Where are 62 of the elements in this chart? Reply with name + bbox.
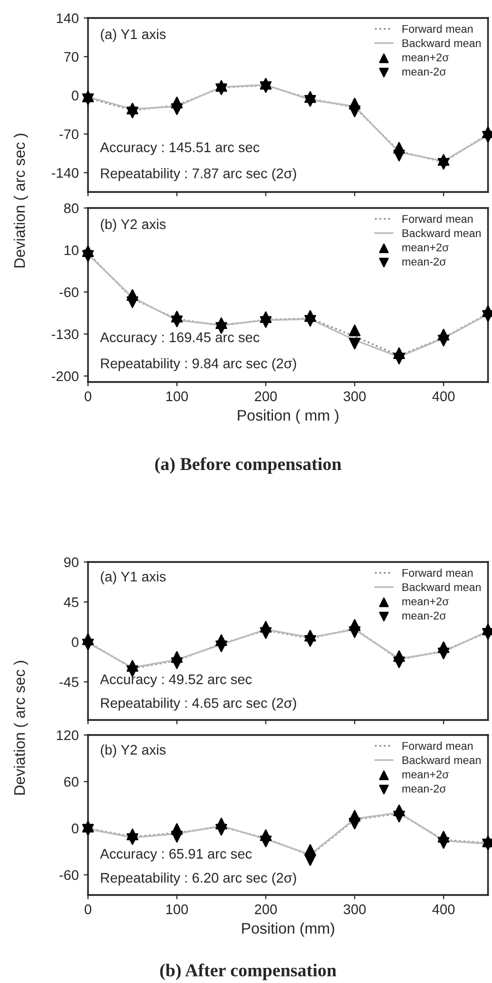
x-tick-label: 0 <box>84 391 92 402</box>
legend-label: mean-2σ <box>402 68 446 76</box>
legend-label: mean+2σ <box>402 597 449 606</box>
x-axis-title: Position ( mm ) <box>238 410 338 424</box>
legend-label: Forward mean <box>402 214 473 223</box>
y-tick-label: -70 <box>60 129 78 140</box>
x-tick-label: 400 <box>432 391 455 402</box>
annotation: Accuracy : 169.45 arc sec <box>100 332 260 345</box>
x-tick-label: 100 <box>166 904 188 914</box>
y-tick-label: 120 <box>56 730 78 740</box>
legend-label: Backward mean <box>402 756 481 764</box>
text: (a) Before compensation <box>155 457 342 474</box>
legend-label: mean-2σ <box>402 612 446 620</box>
text: (b) After compensation <box>160 964 336 980</box>
x-tick-label: 300 <box>344 904 366 914</box>
x-tick-label: 100 <box>166 391 188 402</box>
annotation: Repeatability : 4.65 arc sec (2σ) <box>101 698 296 711</box>
legend-label: Forward mean <box>402 742 473 750</box>
legend-label: Forward mean <box>402 24 473 33</box>
y-tick-label: 0 <box>72 90 78 101</box>
annotation: (a) Y1 axis <box>100 28 166 42</box>
x-tick-label: 200 <box>254 904 277 914</box>
y-tick-label: 80 <box>64 203 78 214</box>
y-tick-label: 140 <box>56 13 78 24</box>
annotation: Accuracy : 65.91 arc sec <box>100 848 252 862</box>
annotation: Accuracy : 145.51 arc sec <box>100 142 260 155</box>
y-tick-label: -60 <box>60 287 78 298</box>
legend-label: Backward mean <box>402 582 481 592</box>
y-tick-label: 60 <box>64 776 78 787</box>
y-axis-title: Deviation ( arc sec ) <box>14 134 28 268</box>
legend-label: mean-2σ <box>402 258 446 266</box>
annotation: (b) Y2 axis <box>100 218 166 232</box>
legend-label: Backward mean <box>402 228 481 238</box>
y-tick-label: -130 <box>52 329 78 340</box>
x-axis-title: Position (mm) <box>242 922 334 937</box>
legend-label: Forward mean <box>402 568 473 577</box>
annotation: Accuracy : 49.52 arc sec <box>100 674 252 687</box>
x-tick-label: 0 <box>84 904 92 914</box>
legend-label: mean+2σ <box>402 243 449 252</box>
y-tick-label: -45 <box>60 677 78 687</box>
annotation: (b) Y2 axis <box>100 744 166 758</box>
x-tick-label: 400 <box>432 904 455 914</box>
y-tick-label: 45 <box>64 597 78 608</box>
y-tick-label: 10 <box>64 245 78 256</box>
y-tick-label: -200 <box>52 371 78 382</box>
y-tick-label: 0 <box>72 637 78 648</box>
annotation: Repeatability : 6.20 arc sec (2σ) <box>101 872 296 886</box>
legend-label: mean+2σ <box>402 53 449 62</box>
annotation: (a) Y1 axis <box>100 571 166 584</box>
y-axis-title: Deviation ( arc sec ) <box>14 660 28 795</box>
y-tick-label: 90 <box>64 557 78 568</box>
annotation: Repeatability : 7.87 arc sec (2σ) <box>101 168 296 182</box>
y-tick-label: -60 <box>60 870 78 880</box>
y-tick-label: 0 <box>72 824 78 834</box>
legend-label: mean-2σ <box>402 784 446 793</box>
y-tick-label: -140 <box>52 168 78 178</box>
legend-label: mean+2σ <box>402 770 449 778</box>
annotation: Repeatability : 9.84 arc sec (2σ) <box>101 358 296 372</box>
y-tick-label: 70 <box>64 52 78 62</box>
x-tick-label: 200 <box>254 391 277 402</box>
legend-label: Backward mean <box>402 38 481 48</box>
x-tick-label: 300 <box>344 391 366 402</box>
